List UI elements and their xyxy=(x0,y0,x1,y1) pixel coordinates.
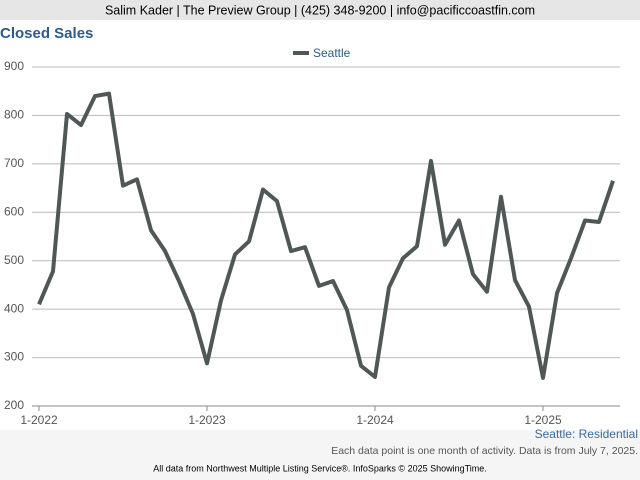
x-tick-label: 1-2023 xyxy=(188,413,226,427)
chart-title: Closed Sales xyxy=(0,25,93,42)
x-tick-label: 1-2022 xyxy=(20,413,58,427)
y-tick-label: 200 xyxy=(4,398,24,412)
y-tick-label: 300 xyxy=(4,350,24,364)
y-tick-label: 600 xyxy=(4,204,24,218)
y-tick-label: 900 xyxy=(4,59,24,73)
x-tick-label: 1-2025 xyxy=(524,413,562,427)
data-line xyxy=(37,91,615,380)
y-tick-label: 700 xyxy=(4,156,24,170)
y-tick-label: 400 xyxy=(4,301,24,315)
subtitle: Seattle: Residential xyxy=(535,427,638,441)
x-tick-label: 1-2024 xyxy=(356,413,394,427)
footer-bg xyxy=(0,430,640,480)
y-tick-label: 500 xyxy=(4,253,24,267)
legend-label: Seattle xyxy=(313,46,351,60)
y-tick-label: 800 xyxy=(4,108,24,122)
footer: All data from Northwest Multiple Listing… xyxy=(153,463,487,473)
header-bar xyxy=(0,0,640,20)
header: Salim Kader | The Preview Group | (425) … xyxy=(105,3,535,17)
note: Each data point is one month of activity… xyxy=(331,445,638,457)
